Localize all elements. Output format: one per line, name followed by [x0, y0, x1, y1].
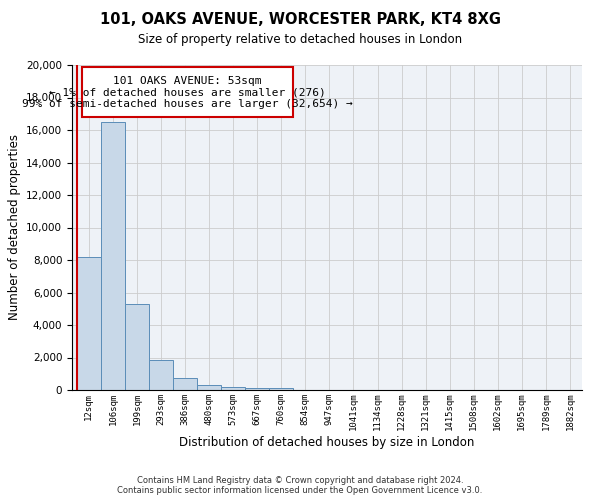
- Bar: [149, 360, 173, 390]
- Bar: [101, 122, 125, 390]
- Text: 101 OAKS AVENUE: 53sqm: 101 OAKS AVENUE: 53sqm: [113, 76, 262, 86]
- FancyBboxPatch shape: [82, 66, 293, 117]
- X-axis label: Distribution of detached houses by size in London: Distribution of detached houses by size …: [179, 436, 475, 449]
- Bar: [173, 378, 197, 390]
- Text: Size of property relative to detached houses in London: Size of property relative to detached ho…: [138, 32, 462, 46]
- Text: ← 1% of detached houses are smaller (276): ← 1% of detached houses are smaller (276…: [49, 88, 326, 98]
- Bar: [269, 388, 293, 390]
- Bar: [245, 388, 269, 390]
- Bar: [197, 385, 221, 390]
- Text: 101, OAKS AVENUE, WORCESTER PARK, KT4 8XG: 101, OAKS AVENUE, WORCESTER PARK, KT4 8X…: [100, 12, 500, 28]
- Bar: [77, 257, 101, 390]
- Bar: [221, 387, 245, 390]
- Bar: [125, 304, 149, 390]
- Text: 99% of semi-detached houses are larger (32,654) →: 99% of semi-detached houses are larger (…: [22, 99, 353, 109]
- Y-axis label: Number of detached properties: Number of detached properties: [8, 134, 20, 320]
- Text: Contains HM Land Registry data © Crown copyright and database right 2024.
Contai: Contains HM Land Registry data © Crown c…: [118, 476, 482, 495]
